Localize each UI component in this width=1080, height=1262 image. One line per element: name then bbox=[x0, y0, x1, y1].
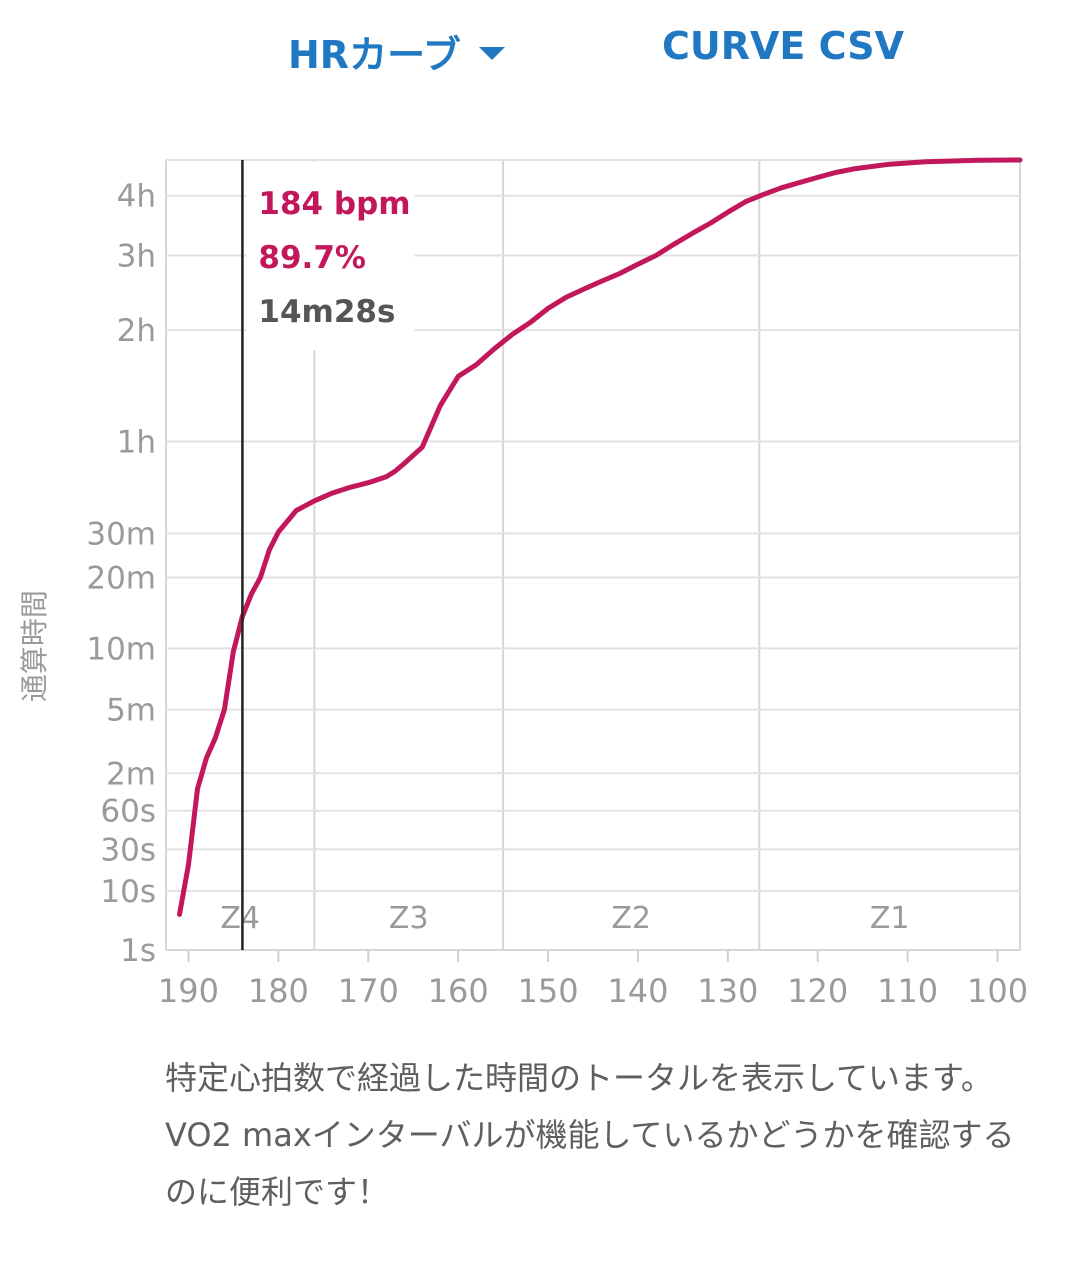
zone-label: Z2 bbox=[611, 901, 651, 936]
x-tick-labels: 190 180 170 160 150 140 130 120 110 100 bbox=[158, 950, 1028, 1010]
chart-toolbar: HRカーブ CURVE CSV bbox=[0, 18, 1080, 78]
y-gridlines bbox=[166, 159, 1020, 951]
y-tick-label: 3h bbox=[117, 239, 156, 275]
x-tick-label: 150 bbox=[518, 972, 579, 1010]
curve-type-dropdown[interactable]: HRカーブ bbox=[288, 24, 505, 79]
x-tick-label: 180 bbox=[248, 972, 309, 1010]
zone-label: Z3 bbox=[389, 901, 429, 936]
y-tick-label: 10s bbox=[100, 874, 156, 910]
y-tick-label: 1s bbox=[120, 933, 156, 969]
x-tick-label: 190 bbox=[158, 972, 219, 1010]
chart-description: 特定心拍数で経過した時間のトータルを表示しています。VO2 maxインターバルが… bbox=[165, 1059, 1015, 1211]
cursor-percent-label: 89.7% bbox=[258, 240, 366, 276]
curve-type-label: HRカーブ bbox=[288, 33, 461, 77]
series-line bbox=[177, 157, 1023, 917]
x-tick-label: 170 bbox=[338, 972, 399, 1010]
cursor-hr-label: 184 bpm bbox=[258, 186, 410, 222]
x-tick-label: 100 bbox=[967, 972, 1028, 1010]
y-tick-label: 1h bbox=[117, 425, 156, 461]
zone-label: Z1 bbox=[870, 901, 910, 936]
x-tick-label: 110 bbox=[877, 972, 938, 1010]
y-tick-label: 30s bbox=[100, 832, 156, 868]
cursor-time-label: 14m28s bbox=[258, 294, 395, 330]
y-tick-label: 10m bbox=[86, 631, 156, 667]
y-tick-label: 30m bbox=[86, 516, 156, 552]
zone-label: Z4 bbox=[220, 901, 260, 936]
y-tick-label: 4h bbox=[117, 179, 156, 215]
y-tick-label: 20m bbox=[86, 561, 156, 597]
triangle-down-icon bbox=[478, 47, 505, 60]
x-tick-label: 120 bbox=[787, 972, 848, 1010]
y-tick-label: 5m bbox=[106, 693, 156, 729]
y-tick-label: 2h bbox=[117, 313, 156, 349]
x-tick-label: 140 bbox=[607, 972, 668, 1010]
x-tick-label: 160 bbox=[428, 972, 489, 1010]
zone-labels: Z4 Z3 Z2 Z1 bbox=[220, 901, 909, 936]
curve-csv-button[interactable]: CURVE CSV bbox=[662, 24, 904, 68]
y-tick-label: 60s bbox=[100, 794, 156, 830]
cursor-tooltip-background bbox=[246, 162, 415, 350]
y-axis-label: 通算時間 bbox=[18, 590, 51, 702]
y-tick-label: 2m bbox=[106, 756, 156, 792]
x-tick-label: 130 bbox=[697, 972, 758, 1010]
